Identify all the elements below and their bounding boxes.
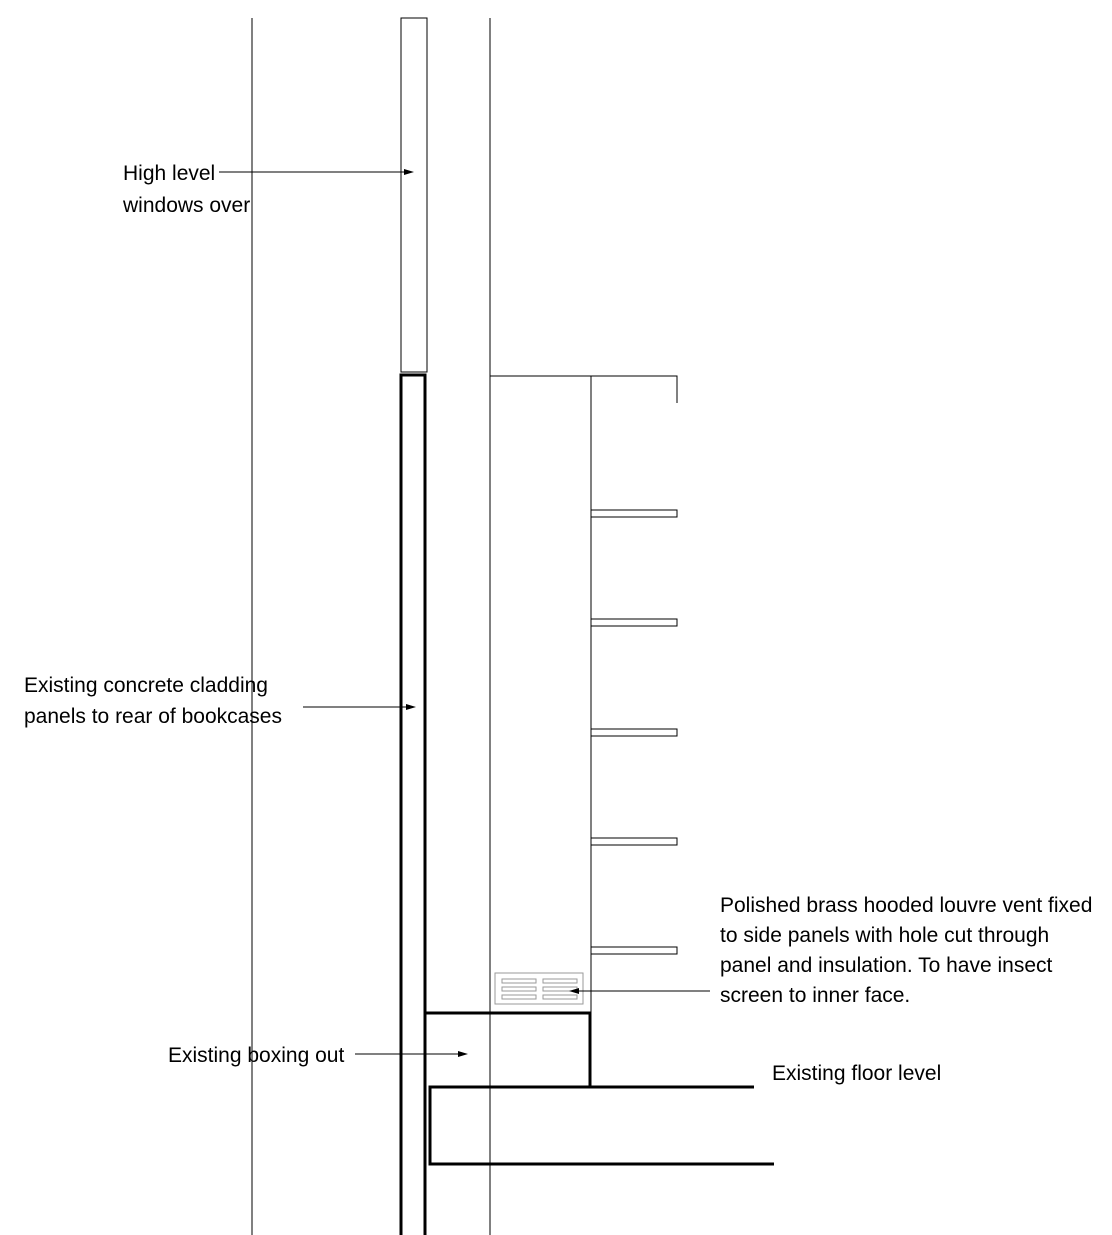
cladding-panel	[399, 373, 427, 1235]
leader-lines	[219, 171, 710, 1055]
arrowhead-cladding	[406, 704, 416, 710]
label-high-level-line2: windows over	[122, 194, 250, 217]
arrowhead-high-level	[404, 169, 414, 175]
label-high-level-line1: High level	[123, 162, 215, 185]
bookcase-top	[490, 375, 678, 403]
label-cladding-line2: panels to rear of bookcases	[24, 705, 282, 728]
bookcase-shelf	[590, 728, 678, 737]
label-floor-level: Existing floor level	[772, 1062, 941, 1085]
label-vent-line4: screen to inner face.	[720, 984, 910, 1007]
floor-slab	[428, 1085, 774, 1166]
arrowhead-boxing	[458, 1051, 468, 1057]
bookcase-shelf	[590, 837, 678, 846]
label-vent-line2: to side panels with hole cut through	[720, 924, 1049, 947]
boxing-out	[425, 1011, 592, 1089]
arrowhead-vent	[569, 988, 579, 994]
label-boxing-out: Existing boxing out	[168, 1044, 344, 1067]
bookcase	[490, 375, 678, 1013]
arrowheads	[404, 169, 579, 1057]
louvre-vent	[494, 972, 584, 1005]
bookcase-shelf	[590, 618, 678, 627]
high-level-window	[400, 17, 428, 373]
bookcase-shelf	[590, 509, 678, 518]
label-cladding-line1: Existing concrete cladding	[24, 674, 268, 697]
label-vent-line3: panel and insulation. To have insect	[720, 954, 1053, 977]
label-vent-line1: Polished brass hooded louvre vent fixed	[720, 894, 1092, 917]
bookcase-shelf	[590, 946, 678, 955]
